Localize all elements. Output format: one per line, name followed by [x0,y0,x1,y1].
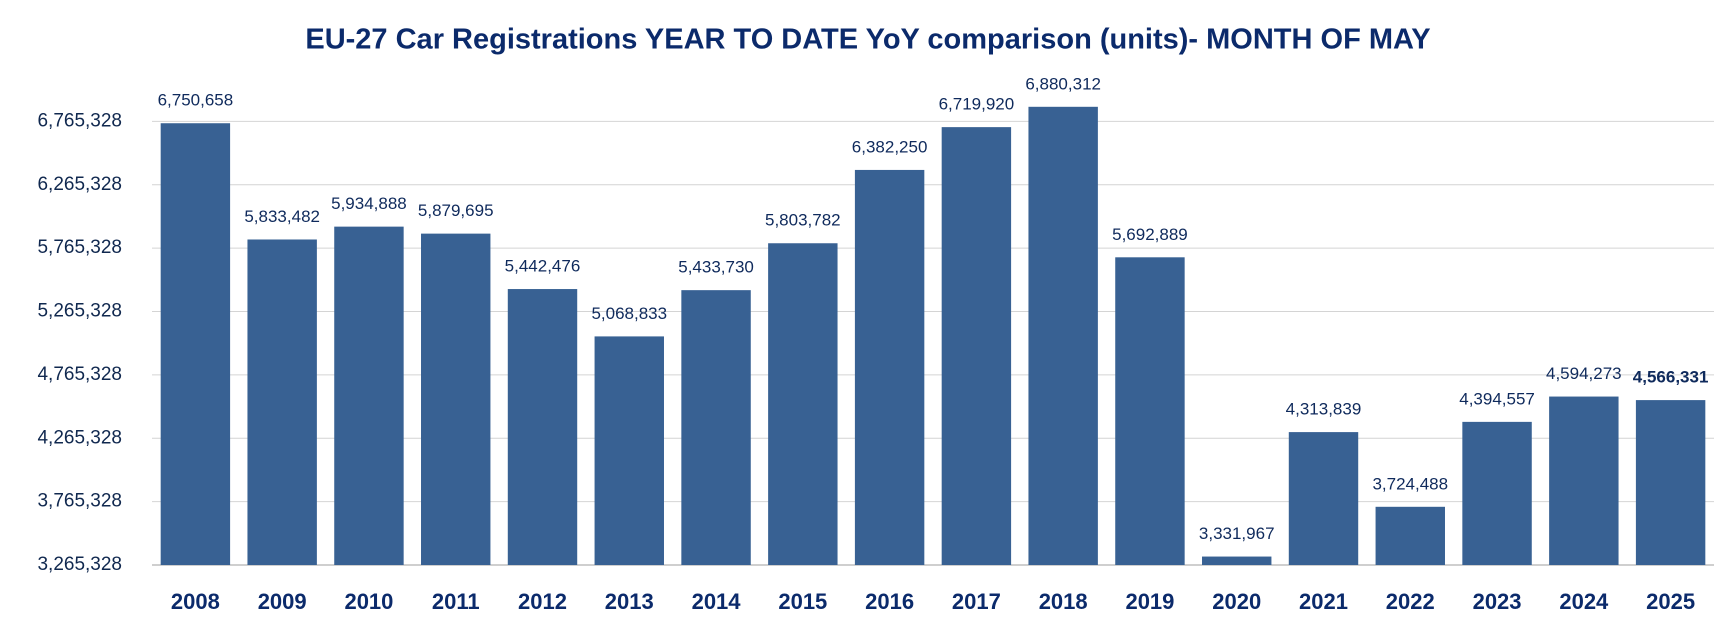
x-tick-label: 2019 [1125,589,1174,614]
x-tick-label: 2010 [344,589,393,614]
x-tick-label: 2023 [1473,589,1522,614]
y-tick-label: 3,265,328 [37,554,122,575]
x-tick-label: 2011 [432,589,480,614]
bar [854,169,925,566]
value-label: 5,879,695 [418,201,494,220]
value-label: 5,934,888 [331,194,407,213]
x-tick-label: 2021 [1299,589,1348,614]
y-tick-label: 5,765,328 [37,237,122,258]
bar [1635,400,1706,565]
x-tick-label: 2013 [605,589,654,614]
x-tick-label: 2009 [258,589,307,614]
x-tick-label: 2014 [692,589,742,614]
value-label: 6,880,312 [1025,74,1101,93]
value-label: 5,803,782 [765,211,841,230]
bar [1375,506,1445,565]
x-tick-label: 2008 [171,589,220,614]
value-label: 4,566,331 [1633,368,1709,387]
y-tick-label: 4,265,328 [37,427,122,448]
y-tick-label: 6,765,328 [37,110,122,131]
value-label: 6,382,250 [852,137,928,156]
x-tick-label: 2022 [1386,589,1435,614]
bar [594,336,664,565]
value-label: 5,442,476 [505,257,581,276]
value-label: 4,394,557 [1459,389,1535,408]
value-label: 4,594,273 [1546,364,1622,383]
x-tick-label: 2018 [1039,589,1088,614]
y-tick-label: 3,765,328 [37,491,122,512]
chart-title: EU-27 Car Registrations YEAR TO DATE YoY… [305,24,1430,56]
bar [1202,556,1272,565]
bar [247,239,317,565]
value-label: 4,313,839 [1286,400,1362,419]
bar [768,243,838,565]
y-tick-label: 4,765,328 [37,364,122,385]
value-label: 6,750,658 [158,91,234,110]
bar [421,233,491,566]
value-label: 6,719,920 [939,95,1015,114]
x-tick-label: 2016 [865,589,914,614]
x-tick-label: 2012 [518,589,567,614]
x-tick-label: 2015 [778,589,827,614]
value-label: 3,331,967 [1199,524,1275,543]
x-tick-label: 2024 [1559,589,1609,614]
bar [1288,432,1359,565]
value-label: 3,724,488 [1372,474,1448,493]
bar [334,226,404,565]
value-label: 5,833,482 [244,207,320,226]
bar [1028,106,1098,565]
x-tick-label: 2017 [952,589,1001,614]
x-tick-label: 2020 [1212,589,1261,614]
bar [507,289,578,565]
bar [160,123,231,565]
bar [941,127,1012,565]
bar [1115,257,1185,565]
y-tick-label: 6,265,328 [37,174,122,195]
bar [1462,421,1532,565]
value-label: 5,068,833 [591,304,667,323]
bar [681,290,751,565]
bar [1549,396,1619,565]
x-tick-label: 2025 [1646,589,1695,614]
value-label: 5,692,889 [1112,225,1188,244]
y-tick-label: 5,265,328 [37,301,122,322]
value-label: 5,433,730 [678,258,754,277]
